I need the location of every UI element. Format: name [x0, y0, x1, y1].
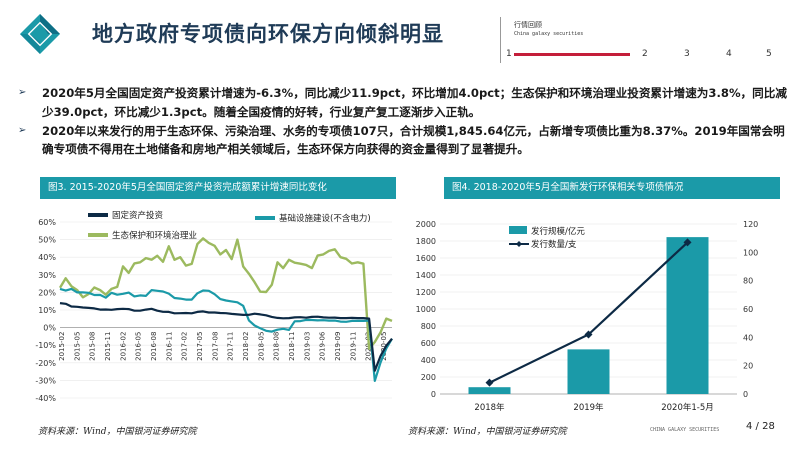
line-marker	[683, 238, 692, 247]
x-tick-label: 2019-11	[349, 332, 357, 361]
x-tick-label: 2016-05	[135, 332, 143, 361]
right-y-tick-label: 0	[743, 390, 748, 399]
right-y-tick-label: 100	[743, 248, 758, 257]
y-tick-label: 60%	[38, 218, 56, 227]
legend-label: 生态保护和环境治理业	[112, 230, 197, 241]
x-tick-label: 2015-08	[89, 332, 97, 361]
bullet-text: 2020年以来发行的用于生态环保、污染治理、水务的专项债107只，合计规模1,8…	[42, 123, 785, 157]
x-tick-label: 2018-11	[288, 332, 296, 361]
x-tick-label: 2016-02	[119, 332, 127, 361]
y-tick-label: 50%	[38, 236, 56, 245]
bullet-item: ➢ 2020年5月全国固定资产投资累计增速为-6.3%，同比减少11.9pct，…	[18, 84, 788, 122]
x-tick-label: 2015-02	[58, 332, 66, 361]
x-tick-label: 2019-06	[319, 331, 327, 361]
nav-item-2[interactable]: 2	[642, 49, 648, 59]
x-tick-label: 2017-08	[211, 332, 219, 361]
right-y-tick-label: 20	[743, 362, 753, 371]
legend-label: 发行规模/亿元	[531, 226, 585, 237]
page-number: 4 / 28	[746, 421, 775, 432]
nav-subtitle: China galaxy securities	[514, 31, 584, 37]
bar-issuance-scale	[468, 387, 511, 394]
special-bond-bar-line-chart: 2000180016001400120010008006004002000120…	[416, 220, 759, 413]
series-line-infrastructure	[59, 287, 393, 382]
y-tick-label: -10%	[35, 341, 56, 350]
bullet-item: ➢ 2020年以来发行的用于生态环保、污染治理、水务的专项债107只，合计规模1…	[18, 122, 788, 160]
x-tick-label: 2016-11	[165, 332, 173, 361]
left-y-tick-label: 200	[421, 373, 436, 382]
nav-item-3[interactable]: 3	[684, 49, 690, 59]
left-y-tick-label: 1400	[416, 271, 436, 280]
footer-brand: CHINA GALAXY SECURITIES	[650, 427, 720, 433]
legend-marker	[516, 241, 522, 247]
bar-issuance-scale	[666, 237, 709, 394]
y-tick-label: -40%	[35, 394, 56, 403]
y-tick-label: 30%	[38, 271, 56, 280]
chart1-header: 图3. 2015-2020年5月全国固定资产投资完成额累计增速同比变化	[40, 177, 396, 199]
right-y-tick-label: 120	[743, 220, 758, 229]
summary-bullets: ➢ 2020年5月全国固定资产投资累计增速为-6.3%，同比减少11.9pct，…	[18, 84, 788, 159]
line-marker	[485, 378, 494, 387]
x-tick-label: 2018-08	[273, 332, 281, 361]
chart2-header: 图4. 2018-2020年5月全国新发行环保相关专项债情况	[444, 177, 780, 199]
x-tick-label: 2017-05	[196, 332, 204, 361]
x-tick-label: 2015-05	[73, 332, 81, 361]
y-tick-label: 20%	[38, 288, 56, 297]
bullet-text: 2020年5月全国固定资产投资累计增速为-6.3%，同比减少11.9pct，环比…	[42, 86, 787, 119]
y-tick-label: -20%	[35, 359, 56, 368]
legend-label: 发行数量/支	[531, 239, 577, 250]
nav-item-4[interactable]: 4	[726, 49, 732, 59]
left-y-tick-label: 2000	[416, 220, 436, 229]
x-tick-label: 2018-02	[242, 332, 250, 361]
x-tick-label: 2019-03	[303, 332, 311, 361]
section-nav: 行情回顾 China galaxy securities 1 2 3 4 5	[500, 17, 790, 63]
x-tick-label: 2017-11	[227, 332, 235, 361]
galaxy-logo-icon	[20, 14, 60, 54]
fixed-asset-investment-line-chart: 60% 50% 40% 30% 20% 10% 0% -10% -20% -30% -40% 2015…	[35, 210, 393, 403]
x-category-label: 2018年	[474, 402, 505, 413]
left-y-tick-label: 400	[421, 356, 436, 365]
nav-progress-bar	[514, 53, 630, 56]
nav-divider	[500, 17, 501, 63]
arrow-bullet-icon: ➢	[18, 124, 27, 136]
x-tick-label: 2016-08	[150, 332, 158, 361]
legend-label: 基础设施建设(不含电力)	[279, 213, 371, 224]
line-marker	[584, 330, 593, 339]
y-tick-label: 40%	[38, 253, 56, 262]
series-line-fixed-asset	[59, 302, 393, 372]
left-y-tick-label: 1000	[416, 305, 436, 314]
chart2-source: 资料来源：Wind，中国银河证券研究院	[408, 427, 567, 437]
x-tick-label: 2015-11	[104, 332, 112, 361]
x-category-label: 2019年	[573, 402, 604, 413]
nav-section-title: 行情回顾	[514, 21, 542, 29]
nav-item-5[interactable]: 5	[766, 49, 772, 59]
x-tick-label: 2018-05	[257, 332, 265, 361]
right-y-tick-label: 80	[743, 277, 753, 286]
legend-swatch	[509, 226, 527, 234]
y-tick-label: -30%	[35, 376, 56, 385]
y-tick-label: 10%	[38, 306, 56, 315]
arrow-bullet-icon: ➢	[18, 87, 27, 98]
left-y-tick-label: 1600	[416, 254, 436, 263]
x-tick-label: 2019-09	[334, 332, 342, 361]
series-line-eco-environment	[58, 237, 393, 350]
left-y-tick-label: 800	[421, 322, 436, 331]
x-tick-label: 2017-02	[181, 332, 189, 361]
left-y-tick-label: 600	[421, 339, 436, 348]
chart1-source: 资料来源：Wind，中国银河证券研究院	[38, 427, 197, 437]
x-category-label: 2020年1-5月	[661, 402, 714, 413]
left-y-tick-label: 1200	[416, 288, 436, 297]
y-tick-label: 0%	[43, 324, 56, 333]
right-y-tick-label: 40	[743, 333, 753, 342]
left-y-tick-label: 0	[431, 390, 436, 399]
page-title: 地方政府专项债向环保方向倾斜明显	[92, 22, 444, 46]
left-y-tick-label: 1800	[416, 237, 436, 246]
bar-issuance-scale	[567, 349, 610, 394]
right-y-tick-label: 60	[743, 305, 753, 314]
nav-item-1[interactable]: 1	[506, 49, 512, 59]
legend-label: 固定资产投资	[112, 210, 164, 221]
x-tick-label: 2020-05	[380, 332, 388, 361]
